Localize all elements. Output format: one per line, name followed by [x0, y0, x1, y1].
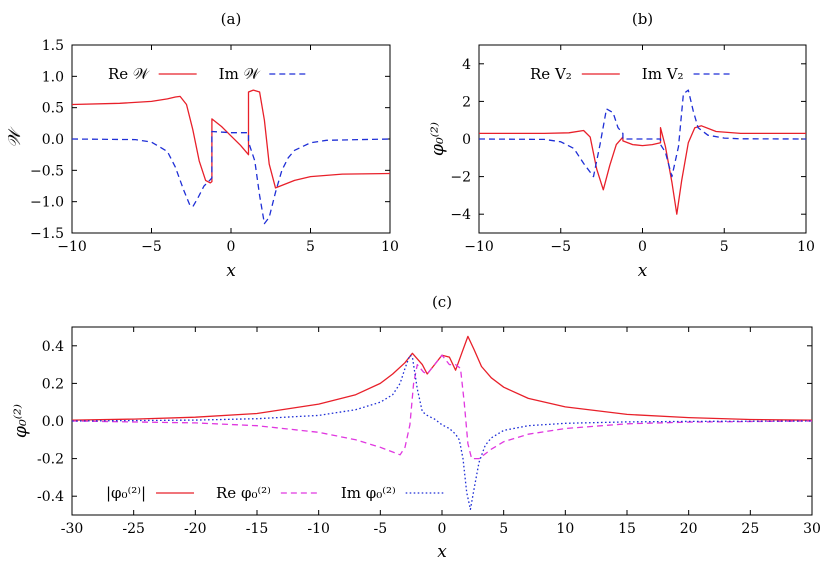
- panel-label: (b): [632, 10, 653, 28]
- panel-a: −10 −5 0 5 10 −1.5 −1.0 −0.5 0.0 0.5 1.0 1.5 (a) x 𝒲 Re…: [5, 10, 399, 281]
- x-tick-label: 0: [438, 521, 447, 537]
- x-tick-label: 25: [741, 521, 759, 537]
- legend-label: |φ₀⁽²⁾|: [106, 484, 146, 502]
- legend-label: Im V₂: [642, 65, 684, 83]
- x-tick-label: -25: [122, 521, 145, 537]
- y-tick-label: 0.0: [42, 132, 64, 148]
- x-tick-label: 10: [797, 239, 815, 255]
- panel-b: −10 −5 0 5 10 −4 −2 0 2 4 (b) x φ₀⁽²⁾ Re V₂ Im V₂: [428, 10, 815, 281]
- panel-c: -30 -25 -20 -15 -10 -5 0 5 10 15 20 25 30 -0.4 -0.2 0.0…: [11, 293, 821, 562]
- y-tick-label: 2: [462, 94, 471, 110]
- y-axis-label: φ₀⁽²⁾: [11, 404, 31, 438]
- y-tick-label: 0.4: [42, 339, 64, 355]
- x-tick-label: 20: [680, 521, 698, 537]
- x-tick-label: -30: [61, 521, 84, 537]
- legend-label: Im 𝒲: [219, 65, 261, 83]
- y-tick-label: 0.2: [42, 376, 64, 392]
- x-tick-label: 10: [556, 521, 574, 537]
- y-axis-label: 𝒲: [5, 126, 25, 148]
- x-tick-label: −5: [550, 239, 571, 255]
- series-line-3: [72, 354, 812, 511]
- y-axis-label: φ₀⁽²⁾: [428, 122, 448, 156]
- series-line-2: [72, 354, 812, 460]
- panel-label: (a): [221, 10, 242, 28]
- y-tick-label: −2: [450, 170, 471, 186]
- y-tick-label: 1.0: [42, 69, 64, 85]
- legend-label: Re V₂: [530, 65, 572, 83]
- series-line-1: [72, 335, 812, 421]
- x-tick-label: -10: [307, 521, 330, 537]
- legend-label: Re φ₀⁽²⁾: [216, 484, 271, 502]
- y-tick-label: −0.5: [30, 163, 64, 179]
- x-tick-label: 0: [638, 239, 647, 255]
- x-tick-label: -15: [246, 521, 269, 537]
- y-tick-label: 4: [462, 57, 471, 73]
- series-line-2: [479, 89, 806, 178]
- x-tick-label: −5: [141, 239, 162, 255]
- series-line-1: [479, 125, 806, 215]
- y-tick-label: -0.2: [37, 452, 64, 468]
- y-tick-label: 0.5: [42, 101, 64, 117]
- x-tick-label: 5: [499, 521, 508, 537]
- x-tick-label: 10: [381, 239, 399, 255]
- x-tick-label: -20: [184, 521, 207, 537]
- series-line-2: [72, 130, 390, 225]
- x-tick-label: 30: [803, 521, 821, 537]
- legend-label: Im φ₀⁽²⁾: [341, 484, 396, 502]
- x-axis-label: x: [226, 261, 236, 281]
- y-tick-label: −1.0: [30, 195, 64, 211]
- x-tick-label: -5: [374, 521, 388, 537]
- x-tick-label: 5: [720, 239, 729, 255]
- series-line-1: [72, 89, 390, 189]
- y-tick-label: 1.5: [42, 38, 64, 54]
- x-axis-label: x: [437, 542, 447, 562]
- x-axis-label: x: [638, 261, 648, 281]
- x-tick-label: −10: [57, 239, 87, 255]
- panel-label: (c): [432, 293, 452, 311]
- y-tick-label: -0.4: [37, 489, 64, 505]
- y-tick-label: 0: [462, 132, 471, 148]
- y-tick-label: 0.0: [42, 414, 64, 430]
- x-tick-label: 5: [306, 239, 315, 255]
- legend-label: Re 𝒲: [108, 65, 150, 83]
- x-tick-label: 15: [618, 521, 636, 537]
- y-tick-label: −4: [450, 207, 471, 223]
- y-tick-label: −1.5: [30, 226, 64, 242]
- x-tick-label: 0: [227, 239, 236, 255]
- x-tick-label: −10: [464, 239, 494, 255]
